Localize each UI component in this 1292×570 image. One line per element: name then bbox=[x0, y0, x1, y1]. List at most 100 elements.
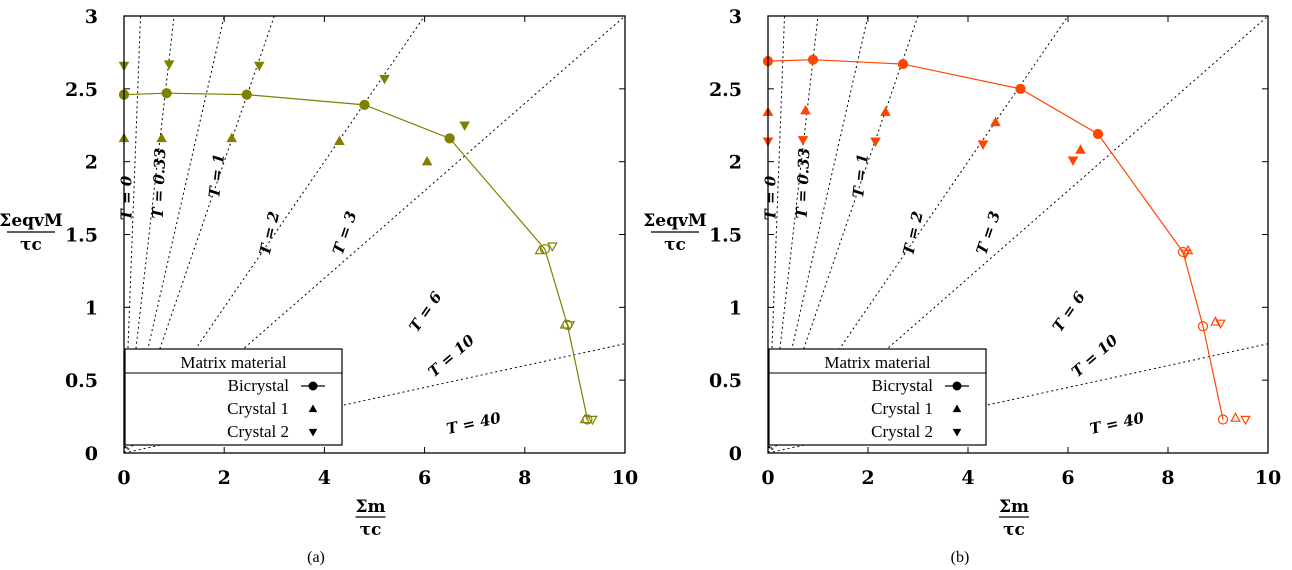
crystal-1-point bbox=[1075, 144, 1086, 154]
x-tick-label: 0 bbox=[117, 467, 130, 489]
crystal-1-point bbox=[579, 413, 591, 424]
y-axis-label-denominator: τc bbox=[20, 235, 42, 255]
crystal-2-point bbox=[253, 61, 265, 72]
triaxiality-label: T = 3 bbox=[973, 209, 1005, 257]
crystal-2-point bbox=[797, 136, 809, 146]
crystal-1-point bbox=[226, 132, 238, 143]
triaxiality-label: T = 1 bbox=[205, 152, 228, 198]
x-tick-label: 4 bbox=[318, 467, 331, 489]
crystal-2-point bbox=[1215, 319, 1226, 330]
bicrystal-point bbox=[161, 88, 172, 99]
crystal-2-point bbox=[564, 321, 576, 331]
legend-box bbox=[768, 348, 987, 446]
triaxiality-label: T = 0 bbox=[118, 175, 136, 220]
y-tick-label: 0.5 bbox=[65, 370, 98, 392]
legend: Matrix material Bicrystal Crystal 1 Crystal… bbox=[768, 348, 987, 446]
x-axis-label-numerator: Σm bbox=[355, 497, 385, 517]
y-axis-label: ΣeqvM τc bbox=[0, 211, 63, 255]
crystal-1-point bbox=[1210, 316, 1221, 326]
y-tick-label: 2.5 bbox=[65, 79, 98, 101]
x-axis-label-numerator: Σm bbox=[999, 497, 1029, 517]
legend-circle-marker bbox=[308, 381, 318, 391]
crystal-2-point bbox=[459, 121, 470, 131]
crystal-1-point bbox=[334, 135, 345, 146]
y-tick-label: 1 bbox=[85, 297, 98, 319]
y-axis-label-denominator: τc bbox=[664, 235, 686, 255]
triaxiality-label: T = 0 bbox=[762, 175, 780, 220]
triaxiality-line-T6 bbox=[124, 16, 426, 453]
crystal-1-point bbox=[880, 106, 891, 116]
legend-triangle-up-marker bbox=[952, 404, 962, 413]
x-tick-label: 0 bbox=[761, 467, 774, 489]
legend-triangle-down-marker bbox=[952, 428, 962, 437]
triaxiality-label: T = 40 bbox=[1088, 409, 1146, 438]
y-tick-label: 0 bbox=[729, 443, 742, 465]
legend-triangle-down-marker bbox=[308, 428, 318, 437]
y-tick-label: 0 bbox=[85, 443, 98, 465]
crystal-2-point bbox=[1240, 415, 1251, 426]
y-tick-label: 0.5 bbox=[709, 370, 742, 392]
legend-entry-label: Bicrystal bbox=[228, 376, 290, 395]
bicrystal-line bbox=[767, 59, 1224, 420]
crystal-2-point bbox=[870, 137, 881, 148]
x-tick-label: 6 bbox=[1061, 467, 1074, 489]
legend-entry-label: Bicrystal bbox=[872, 376, 934, 395]
triaxiality-label: T = 10 bbox=[425, 331, 479, 381]
x-tick-label: 8 bbox=[1161, 467, 1174, 489]
x-axis-label-denominator: τc bbox=[1003, 520, 1025, 540]
chart-panel-b: T = 0 T = 0.33 T = 1 T = 2 T = 3 T = 6T = 10 T… bbox=[643, 6, 1281, 566]
legend-entry-label: Crystal 2 bbox=[871, 422, 933, 441]
y-tick-label: 1.5 bbox=[709, 225, 742, 247]
crystal-1-point bbox=[1230, 412, 1241, 422]
x-axis-label-denominator: τc bbox=[360, 520, 382, 540]
y-tick-label: 2 bbox=[85, 152, 98, 174]
y-tick-label: 3 bbox=[729, 6, 742, 28]
x-tick-label: 10 bbox=[612, 467, 638, 489]
bicrystal-point bbox=[359, 99, 370, 110]
triaxiality-label: T = 2 bbox=[256, 210, 284, 258]
bicrystal-line bbox=[123, 92, 589, 420]
x-axis-label: Σm τc bbox=[999, 497, 1029, 540]
triaxiality-label: T = 3 bbox=[329, 209, 361, 257]
triaxiality-label: T = 1 bbox=[849, 152, 872, 198]
triaxiality-line-T3 bbox=[124, 16, 275, 453]
legend-entry-label: Crystal 1 bbox=[871, 399, 933, 418]
triaxiality-label: T = 0.33 bbox=[793, 148, 814, 219]
bicrystal-point bbox=[1217, 414, 1229, 425]
x-tick-label: 2 bbox=[861, 467, 874, 489]
legend-box bbox=[124, 348, 343, 446]
triaxiality-label: T = 0.33 bbox=[149, 148, 170, 219]
triaxiality-label: T = 40 bbox=[445, 409, 503, 438]
legend-entry-label: Crystal 2 bbox=[227, 422, 289, 441]
crystal-1-point bbox=[156, 132, 167, 143]
crystal-1-point bbox=[534, 244, 546, 255]
legend-triangle-up-marker bbox=[308, 404, 318, 413]
y-tick-label: 1.5 bbox=[65, 225, 98, 247]
x-tick-label: 2 bbox=[218, 467, 231, 489]
crystal-1-point bbox=[990, 116, 1001, 127]
bicrystal-point bbox=[897, 58, 909, 70]
legend-entry-label: Crystal 1 bbox=[227, 399, 289, 418]
bicrystal-point bbox=[1015, 83, 1026, 94]
crystal-2-point bbox=[379, 74, 390, 85]
y-tick-label: 2.5 bbox=[709, 79, 742, 101]
crystal-2-point bbox=[547, 242, 558, 252]
crystal-2-point bbox=[977, 140, 989, 150]
crystal-2-point bbox=[587, 415, 598, 426]
triaxiality-line-T3 bbox=[768, 16, 919, 453]
triaxiality-label: T = 6 bbox=[405, 288, 445, 335]
crystal-1-point bbox=[800, 104, 811, 115]
bicrystal-point bbox=[539, 243, 550, 255]
subfigure-label: (b) bbox=[951, 549, 970, 566]
y-tick-label: 2 bbox=[729, 152, 742, 174]
crystal-2-point bbox=[1180, 249, 1191, 260]
y-axis-label: ΣeqvM τc bbox=[643, 211, 707, 255]
x-tick-label: 10 bbox=[1255, 467, 1281, 489]
legend-circle-marker bbox=[952, 381, 962, 391]
bicrystal-point bbox=[1177, 246, 1189, 258]
y-axis-label-numerator: ΣeqvM bbox=[643, 211, 707, 231]
crystal-2-point bbox=[163, 60, 175, 70]
bicrystal-point bbox=[444, 133, 455, 144]
x-tick-label: 6 bbox=[418, 467, 431, 489]
